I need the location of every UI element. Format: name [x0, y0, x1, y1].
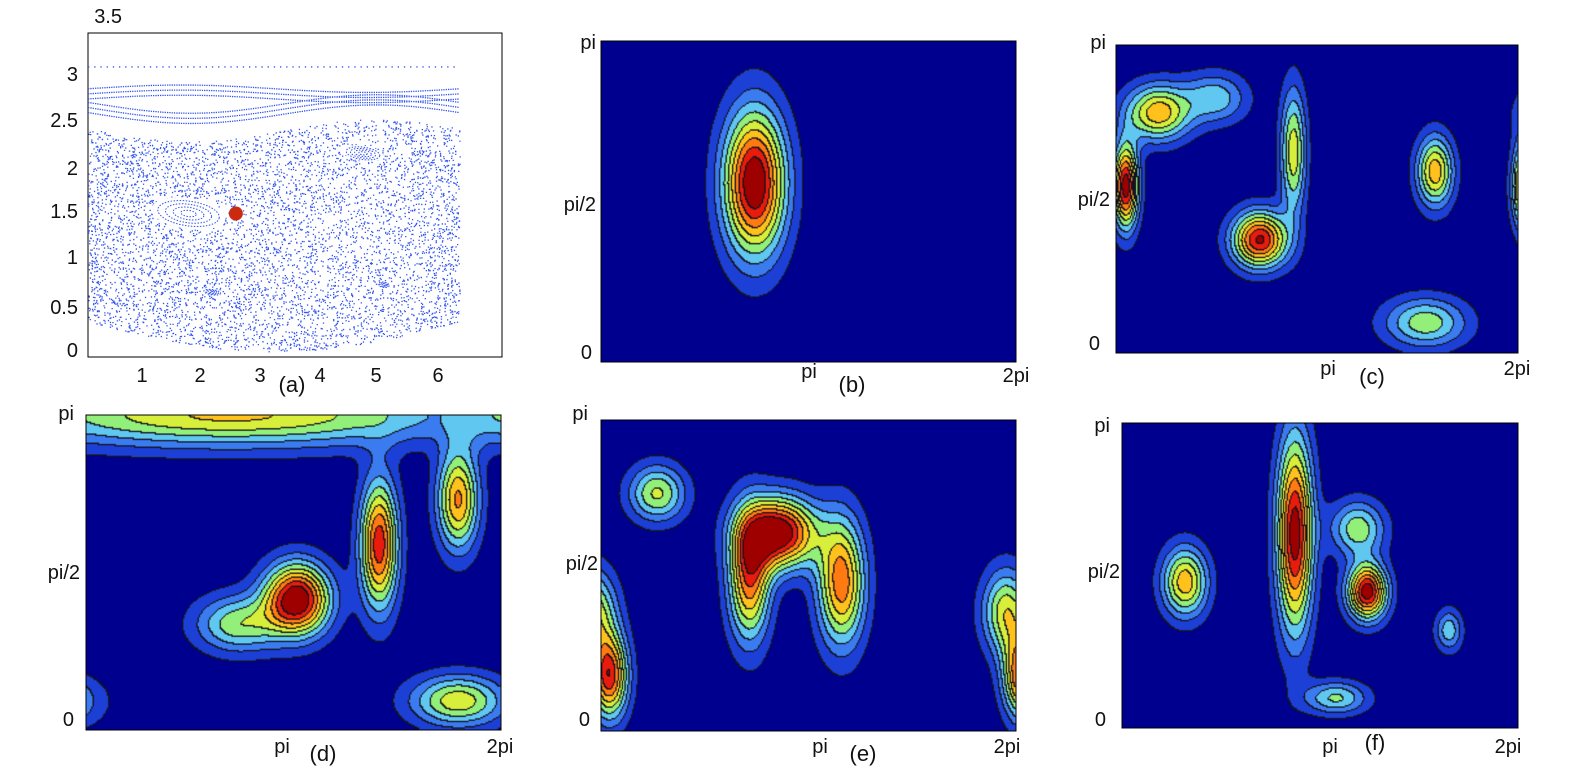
a-ytick-1.5: 1.5: [50, 201, 78, 223]
panel-label-d: (d): [310, 741, 337, 766]
a-xtick-1: 1: [136, 365, 147, 387]
panel-d-heatmap: pi pi/2 0 pi 2pi (d): [48, 403, 514, 766]
panel-f-frame: [1121, 422, 1519, 729]
e-ytick-pi: pi: [572, 403, 588, 425]
c-xtick-2pi: 2pi: [1504, 358, 1531, 380]
f-xtick-pi: pi: [1322, 736, 1338, 758]
c-ytick-pi2: pi/2: [1078, 189, 1110, 211]
e-xtick-2pi: 2pi: [994, 736, 1021, 758]
panel-a-scatter: 3.5 3 2.5 2 1.5 1 0.5 0 1 2 3 4 5 6 (a): [50, 6, 503, 397]
heatmap-image-d: [86, 415, 501, 730]
island-ring: [157, 200, 220, 227]
d-ytick-0: 0: [63, 709, 74, 731]
panel-d-frame: [85, 414, 502, 731]
a-ytick-2: 2: [67, 158, 78, 180]
d-ytick-pi2: pi/2: [48, 562, 80, 584]
heatmap-image-e: [601, 420, 1016, 731]
a-ytick-2.5: 2.5: [50, 110, 78, 132]
panel-label-a: (a): [279, 372, 306, 397]
f-xtick-2pi: 2pi: [1495, 736, 1522, 758]
island-ring: [172, 206, 205, 221]
f-ytick-0: 0: [1095, 709, 1106, 731]
c-ytick-pi: pi: [1090, 32, 1106, 54]
panel-b-heatmap: pi pi/2 0 pi 2pi (b): [564, 32, 1030, 397]
a-xtick-2: 2: [194, 365, 205, 387]
e-ytick-0: 0: [579, 709, 590, 731]
island-ring: [354, 149, 372, 158]
a-ytick-1: 1: [67, 247, 78, 269]
a-ytick-3: 3: [67, 64, 78, 86]
island-ring: [207, 290, 217, 295]
island-ring: [164, 203, 213, 224]
island-ring: [377, 281, 390, 289]
heatmap-image-b: [601, 41, 1016, 362]
island-ring: [349, 147, 377, 159]
b-ytick-pi: pi: [580, 32, 596, 54]
panel-label-b: (b): [839, 372, 866, 397]
b-xtick-pi: pi: [801, 361, 817, 383]
island-ring: [380, 282, 388, 287]
scatter-islands: [151, 145, 391, 296]
a-ytick-0.5: 0.5: [50, 297, 78, 319]
heatmap-image-f: [1122, 423, 1518, 728]
e-xtick-pi: pi: [812, 736, 828, 758]
island-ring: [358, 151, 368, 156]
island-ring: [205, 289, 219, 295]
b-ytick-pi2: pi/2: [564, 194, 596, 216]
panel-b-frame: [600, 40, 1017, 363]
heatmap-image-c: [1116, 45, 1518, 353]
f-ytick-pi2: pi/2: [1088, 561, 1120, 583]
a-xtick-4: 4: [314, 365, 325, 387]
island-ring: [209, 290, 215, 294]
island-ring: [381, 283, 386, 286]
c-ytick-0: 0: [1089, 333, 1100, 355]
d-xtick-pi: pi: [274, 736, 290, 758]
a-ytick-3.5: 3.5: [94, 6, 122, 28]
b-ytick-0: 0: [581, 342, 592, 364]
f-ytick-pi: pi: [1094, 415, 1110, 437]
d-xtick-2pi: 2pi: [487, 736, 514, 758]
e-ytick-pi2: pi/2: [566, 553, 598, 575]
panel-label-e: (e): [850, 741, 877, 766]
panel-label-f: (f): [1365, 730, 1386, 755]
a-xtick-3: 3: [254, 365, 265, 387]
a-xtick-6: 6: [432, 365, 443, 387]
initial-condition-marker: [228, 206, 243, 221]
panel-e-frame: [600, 419, 1017, 732]
a-ytick-0: 0: [67, 340, 78, 362]
island-ring: [379, 282, 389, 288]
panel-c-frame: [1115, 44, 1519, 354]
scatter-point-cloud: [88, 66, 461, 353]
panel-c-heatmap: pi pi/2 0 pi 2pi (c): [1078, 32, 1531, 389]
b-xtick-2pi: 2pi: [1003, 365, 1030, 387]
island-ring: [180, 209, 197, 218]
panel-a-frame: [87, 32, 503, 358]
island-ring: [203, 288, 222, 296]
a-xtick-5: 5: [370, 365, 381, 387]
scatter-points: [88, 66, 461, 353]
panel-f-heatmap: pi pi/2 0 pi 2pi (f): [1088, 415, 1522, 758]
panel-e-heatmap: pi pi/2 0 pi 2pi (e): [566, 403, 1021, 766]
c-xtick-pi: pi: [1320, 358, 1336, 380]
d-ytick-pi: pi: [58, 403, 74, 425]
panel-label-c: (c): [1359, 364, 1385, 389]
island-ring: [345, 146, 381, 161]
